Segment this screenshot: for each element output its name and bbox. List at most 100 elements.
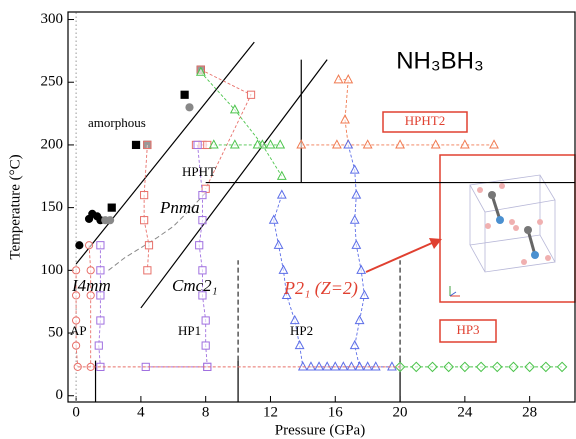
point [476, 362, 485, 371]
point [85, 242, 92, 249]
point [347, 362, 355, 370]
point [199, 267, 206, 274]
point [351, 216, 359, 224]
y-tick-label: 150 [41, 199, 64, 215]
point [266, 140, 274, 148]
y-tick-label: 100 [41, 262, 64, 278]
point [357, 266, 365, 274]
point [341, 115, 349, 123]
point [339, 362, 347, 370]
point [278, 172, 286, 180]
annotation: P2₁ (Z=2) [283, 278, 358, 299]
phase-boundary [141, 60, 327, 308]
point [351, 165, 359, 173]
y-tick-label: 300 [41, 11, 64, 27]
point [247, 91, 254, 98]
point [323, 362, 331, 370]
point [355, 362, 363, 370]
point [297, 140, 305, 148]
y-tick-label: 250 [41, 74, 64, 90]
phase-boundary [76, 42, 254, 264]
point [412, 362, 421, 371]
point [461, 140, 469, 148]
x-tick-label: 8 [202, 404, 210, 420]
point [279, 266, 287, 274]
series-line [348, 145, 364, 367]
point [351, 341, 359, 349]
point [196, 242, 203, 249]
point [97, 267, 104, 274]
point [276, 140, 284, 148]
arrow [366, 238, 442, 272]
point [460, 362, 469, 371]
point [360, 291, 368, 299]
point [199, 217, 206, 224]
point [352, 190, 360, 198]
point [278, 190, 286, 198]
point [76, 242, 83, 249]
point [432, 140, 440, 148]
point [186, 104, 193, 111]
point [444, 362, 453, 371]
point [144, 141, 151, 148]
point [144, 267, 151, 274]
point [364, 140, 372, 148]
point [145, 242, 152, 249]
point [490, 140, 498, 148]
point [72, 267, 79, 274]
inset [440, 155, 575, 302]
annotation: HP1 [178, 323, 201, 338]
point [141, 191, 148, 198]
point [396, 140, 404, 148]
point [315, 362, 323, 370]
annotation: NH₃BH₃ [396, 47, 484, 74]
x-tick-label: 24 [457, 404, 473, 420]
point [372, 362, 380, 370]
point [72, 342, 79, 349]
annotation: I4mm [71, 276, 111, 295]
point [352, 241, 360, 249]
annotation: HPHT2 [405, 113, 445, 128]
point [97, 242, 104, 249]
point [333, 140, 341, 148]
x-axis-label: Pressure (GPa) [275, 422, 365, 438]
series-line [201, 72, 282, 176]
y-axis-label: Temperature (°C) [7, 154, 23, 259]
point [231, 140, 239, 148]
annotation: AP [70, 323, 87, 338]
point [199, 191, 206, 198]
y-tick-label: 0 [56, 387, 64, 403]
annotation: Pnma [159, 198, 200, 217]
point [334, 75, 342, 83]
y-tick-label: 50 [48, 324, 63, 340]
point [141, 217, 148, 224]
point [95, 342, 102, 349]
x-tick-label: 0 [72, 404, 80, 420]
y-tick-label: 200 [41, 136, 64, 152]
point [194, 141, 201, 148]
x-tick-label: 16 [328, 404, 344, 420]
annotation: HP3 [456, 322, 479, 337]
chart: Pressure (GPa) Temperature (°C) 0 4 8 12 16 2… [0, 0, 576, 439]
point [299, 362, 307, 370]
annotation: amorphous [88, 115, 146, 130]
point [428, 362, 437, 371]
point [202, 342, 209, 349]
point [509, 362, 518, 371]
x-tick-label: 20 [393, 404, 408, 420]
point [331, 362, 339, 370]
point [388, 362, 396, 370]
series-line [339, 80, 349, 145]
point [108, 204, 115, 211]
annotation: HP2 [290, 323, 313, 338]
point [344, 140, 352, 148]
point [87, 267, 94, 274]
point [493, 362, 502, 371]
point [97, 317, 104, 324]
point [355, 316, 363, 324]
point [364, 362, 372, 370]
x-tick-label: 4 [137, 404, 145, 420]
point [296, 341, 304, 349]
x-tick-label: 12 [263, 404, 278, 420]
point [202, 317, 209, 324]
